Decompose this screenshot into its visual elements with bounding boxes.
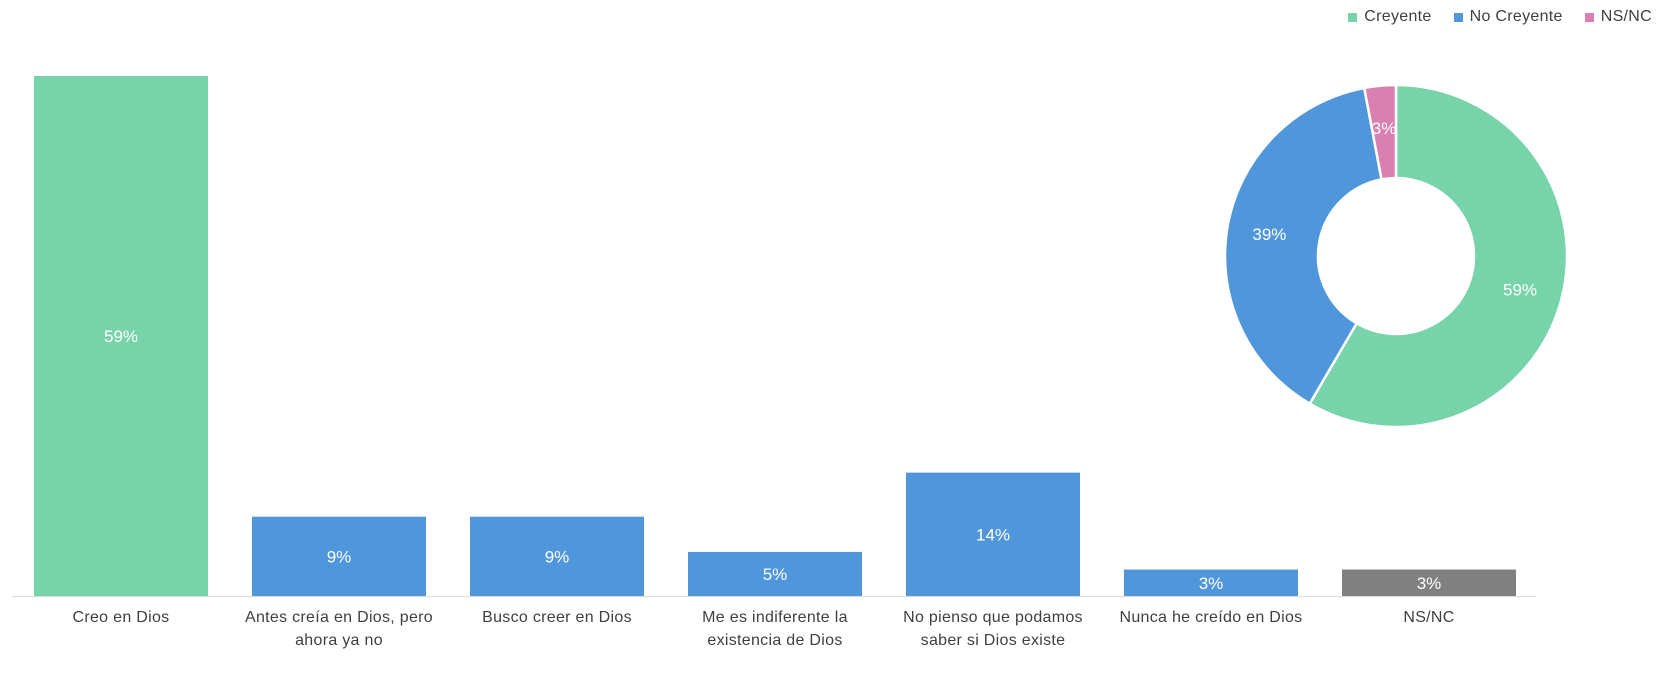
legend-label-no-creyente: No Creyente <box>1469 8 1563 25</box>
donut-slice-2 <box>1223 86 1383 406</box>
bar-value-label: 3% <box>1199 574 1224 593</box>
chart-legend: Creyente No Creyente NS/NC <box>1348 8 1652 26</box>
bar-2 <box>252 516 426 596</box>
donut-slice-1 <box>1308 83 1569 429</box>
bar-6 <box>1124 569 1298 596</box>
donut-value-label: 39% <box>1252 225 1286 244</box>
category-label: Me es indiferente la existencia de Dios <box>702 609 848 649</box>
bar-value-label: 9% <box>545 547 570 566</box>
category-label: Antes creía en Dios, pero ahora ya no <box>244 609 434 649</box>
category-label: No pienso que podamos saber si Dios exis… <box>903 609 1083 649</box>
category-label: Creo en Dios <box>72 609 170 626</box>
bar-value-label: 59% <box>104 327 138 346</box>
legend-swatch-nsnc <box>1584 12 1594 22</box>
legend-swatch-creyente <box>1348 12 1358 22</box>
donut-slice-3 <box>1362 83 1398 181</box>
bar-4 <box>688 551 862 596</box>
legend-item-creyente: Creyente <box>1348 8 1431 26</box>
category-label: Busco creer en Dios <box>482 609 632 626</box>
bar-1 <box>34 76 208 596</box>
legend-swatch-no-creyente <box>1453 12 1463 22</box>
bar-value-label: 14% <box>976 525 1010 544</box>
category-label: Nunca he creído en Dios <box>1119 609 1303 626</box>
donut-value-label: 59% <box>1503 281 1537 300</box>
legend-label-creyente: Creyente <box>1364 8 1432 25</box>
donut-value-label: 3% <box>1372 119 1397 138</box>
bar-value-label: 9% <box>327 547 352 566</box>
category-label: NS/NC <box>1403 609 1455 626</box>
bar-5 <box>906 472 1080 596</box>
legend-item-no-creyente: No Creyente <box>1453 8 1563 26</box>
legend-label-nsnc: NS/NC <box>1600 8 1652 25</box>
legend-item-nsnc: NS/NC <box>1584 8 1652 26</box>
bar-3 <box>470 516 644 596</box>
bar-7 <box>1342 569 1516 596</box>
bar-value-label: 5% <box>763 565 788 584</box>
bar-value-label: 3% <box>1417 574 1442 593</box>
